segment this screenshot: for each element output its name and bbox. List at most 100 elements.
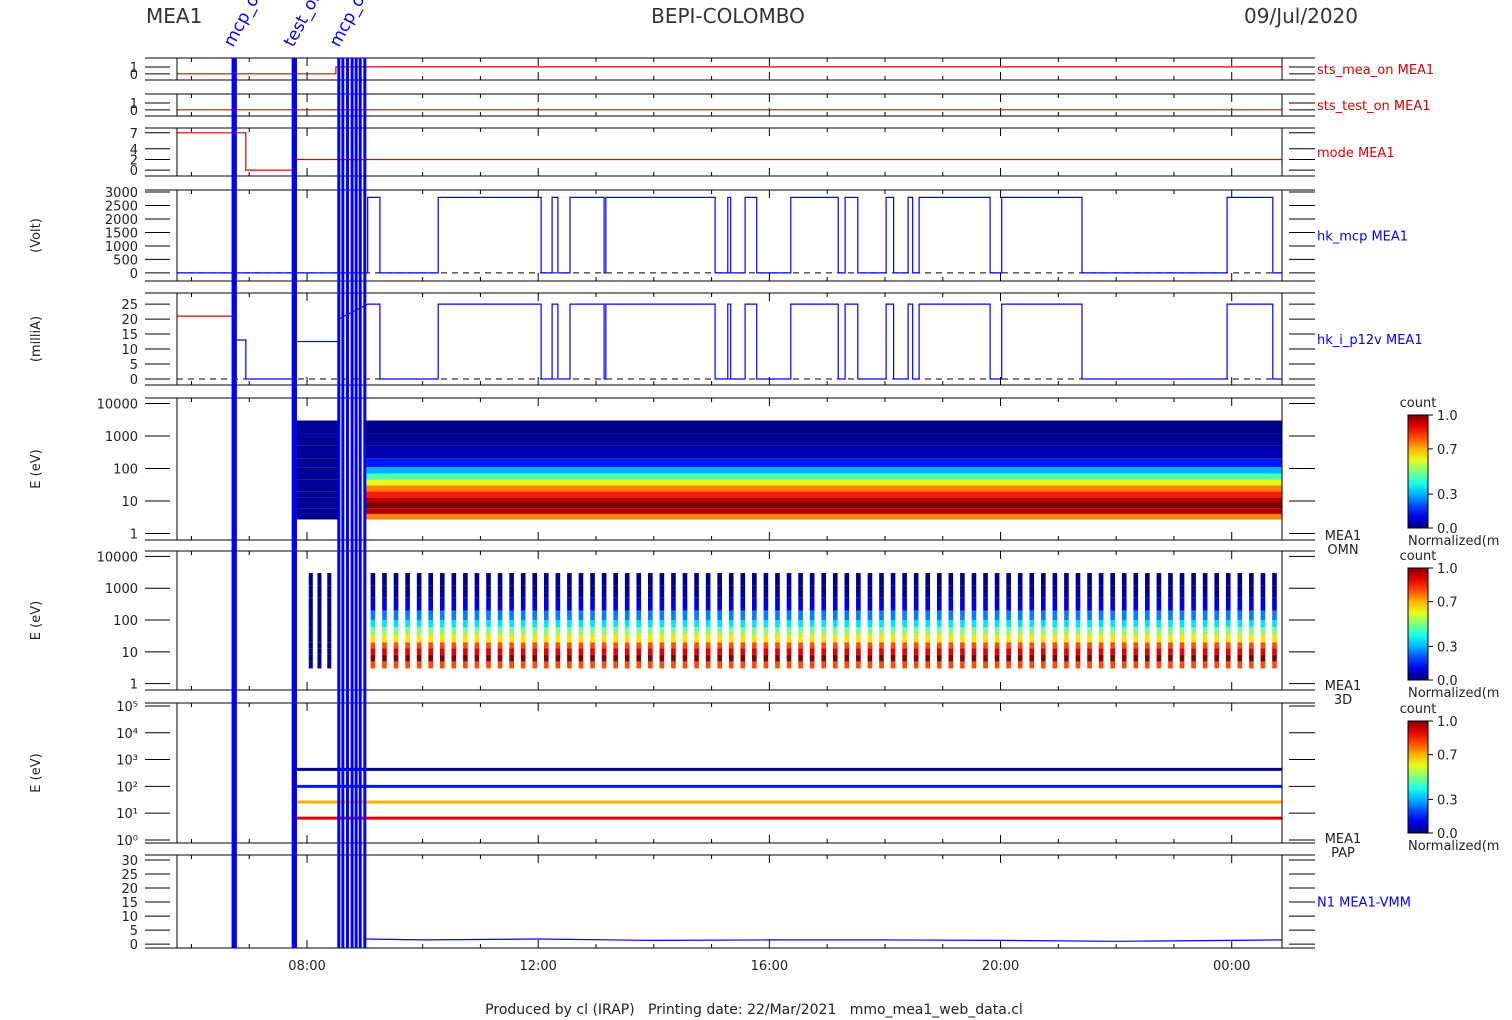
spectrum-cell [296, 502, 340, 509]
spectrum-cell [1214, 661, 1220, 669]
spectrum-cell [578, 585, 584, 598]
spectrum-cell [1075, 654, 1081, 662]
spectrum-cell [948, 642, 954, 649]
spectrum-cell [971, 597, 977, 611]
y-tick-label: 2000 [105, 213, 138, 228]
y-tick-label: 20 [121, 882, 138, 897]
spectrum-cell [798, 634, 803, 643]
spectrum-cell [682, 627, 688, 635]
spectrum-cell [1110, 627, 1115, 635]
y-tick-label: 1 [130, 97, 138, 112]
spectrum-cell [578, 661, 584, 669]
colorbar-tick-label: 0.3 [1437, 793, 1458, 808]
spectrum-cell [925, 585, 931, 598]
spectrum-cell [1110, 597, 1115, 611]
spectrum-cell [1087, 648, 1092, 655]
spectrum-cell [451, 634, 457, 643]
spectrum-cell [1260, 610, 1266, 621]
spectrum-cell [451, 627, 457, 635]
spectrum-cell [948, 627, 954, 635]
spectrum-cell [1249, 648, 1254, 655]
spectrum-cell [474, 620, 480, 628]
spectrum-cell [532, 620, 538, 628]
spectrum-cell [624, 642, 630, 649]
spectrum-cell [648, 661, 653, 669]
spectrum-cell [879, 654, 884, 662]
spectrum-cell [1041, 597, 1046, 611]
spectrum-cell [1006, 634, 1011, 643]
spectrum-cell [832, 610, 838, 621]
spectrum-cell [786, 627, 792, 635]
spectrum-cell [1214, 610, 1220, 621]
colorbar-title: count [1400, 549, 1437, 564]
spectrum-cell [543, 620, 549, 628]
spectrum-cell [1052, 648, 1058, 655]
spectrum-cell [983, 627, 988, 635]
spectrum-cell [728, 648, 734, 655]
spectrum-cell [902, 642, 907, 649]
spectrum-cell [296, 479, 340, 486]
spectrum-cell [327, 661, 332, 669]
y-tick-label: 10000 [97, 398, 138, 413]
spectrum-cell [659, 627, 665, 635]
spectrum-cell [509, 661, 514, 669]
spectrum-cell [879, 634, 884, 643]
spectrum-cell [728, 654, 734, 662]
spectrum-cell [1260, 642, 1266, 649]
spectrum-cell [601, 661, 607, 669]
spectrum-cell [601, 620, 607, 628]
spectrum-cell [717, 610, 722, 621]
spectrum-cell [497, 627, 503, 635]
spectrum-cell [1052, 634, 1058, 643]
spectrum-cell [763, 627, 769, 635]
spectrum-cell [786, 585, 792, 598]
spectrum-cell [913, 620, 919, 628]
spectrum-cell [317, 648, 322, 655]
spectrum-cell [1041, 610, 1046, 621]
spectrum-cell [590, 610, 595, 621]
spectrum-cell [1225, 573, 1231, 586]
spectrum-cell [317, 573, 322, 586]
spectrum-cell [648, 610, 653, 621]
spectrum-cell [1029, 642, 1035, 649]
spectrum-cell [474, 610, 480, 621]
spectrum-cell [520, 627, 526, 635]
spectrum-cell [463, 610, 468, 621]
spectrum-cell [1098, 627, 1104, 635]
spectrum-cell [705, 620, 711, 628]
spectrum-cell [902, 585, 907, 598]
spectrum-cell [694, 585, 699, 598]
spectrum-cell [364, 485, 1282, 492]
spectrum-cell [1041, 627, 1046, 635]
spectrum-cell [717, 627, 722, 635]
spectrum-cell [671, 610, 676, 621]
y-tick-label: 10 [121, 646, 138, 661]
spectrum-cell [1087, 654, 1092, 662]
spectrum-cell [775, 661, 780, 669]
spectrum-cell [416, 648, 422, 655]
spectrum-cell [983, 648, 988, 655]
spectrum-cell [936, 661, 942, 669]
spectrum-cell [1098, 620, 1104, 628]
spectrum-cell [728, 597, 734, 611]
spectrum-cell [821, 610, 827, 621]
spectrum-cell [555, 573, 561, 586]
spectrum-cell [405, 648, 410, 655]
spectrum-cell [936, 654, 942, 662]
y-tick-label: 1000 [105, 430, 138, 445]
spectrum-cell [671, 642, 676, 649]
spectrum-cell [532, 661, 538, 669]
spectrum-cell [1133, 585, 1139, 598]
spectrum-cell [624, 627, 630, 635]
spectrum-cell [832, 597, 838, 611]
spectrum-cell [439, 610, 445, 621]
y-tick-label: 1500 [105, 226, 138, 241]
spectrum-cell [1179, 642, 1185, 649]
spectrum-cell [671, 585, 676, 598]
spectrum-cell [1064, 585, 1069, 598]
spectrum-cell [497, 661, 503, 669]
spectrum-cell [416, 627, 422, 635]
spectrum-cell [509, 634, 514, 643]
spectrum-cell [1145, 597, 1150, 611]
spectrum-cell [1064, 620, 1069, 628]
